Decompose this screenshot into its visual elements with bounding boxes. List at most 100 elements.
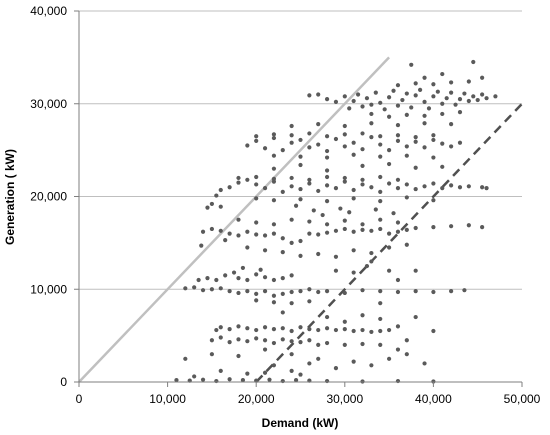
data-point — [320, 212, 325, 218]
data-point — [351, 140, 356, 145]
data-point — [227, 377, 232, 382]
data-point — [183, 356, 188, 361]
data-point — [254, 232, 259, 237]
y-tick-label: 40,000 — [30, 4, 67, 18]
data-point — [324, 148, 330, 154]
data-point — [351, 270, 356, 275]
data-point — [271, 277, 277, 283]
data-point — [440, 141, 445, 146]
data-point — [360, 131, 365, 136]
x-tick-label: 30,000 — [326, 392, 363, 406]
data-point — [480, 75, 485, 80]
data-point — [324, 97, 330, 102]
data-point — [333, 136, 339, 142]
data-point — [484, 96, 489, 101]
data-point — [435, 89, 440, 94]
data-point — [254, 298, 259, 303]
data-point — [209, 352, 214, 357]
data-point — [298, 197, 303, 202]
data-point — [298, 253, 303, 258]
x-tick-label: 40,000 — [415, 392, 452, 406]
data-point — [245, 289, 250, 294]
data-point — [360, 227, 365, 232]
data-point — [387, 95, 392, 100]
data-point — [280, 310, 285, 315]
data-point — [413, 139, 418, 144]
data-point — [404, 112, 409, 117]
data-point — [395, 138, 401, 143]
data-point — [360, 163, 365, 168]
data-point — [289, 368, 294, 373]
data-point — [413, 135, 418, 140]
data-point — [218, 286, 223, 291]
data-point — [324, 183, 330, 188]
data-point — [316, 342, 321, 347]
data-point — [324, 222, 330, 227]
data-point — [378, 301, 383, 306]
data-point — [280, 236, 285, 241]
data-point — [351, 359, 356, 364]
data-point — [413, 268, 418, 273]
data-point — [289, 175, 294, 181]
data-point — [378, 289, 383, 294]
data-point — [192, 285, 197, 290]
data-point — [316, 232, 321, 237]
data-point — [262, 325, 268, 330]
data-point — [271, 300, 277, 305]
data-point — [298, 186, 303, 192]
data-point — [245, 177, 250, 182]
data-point — [449, 80, 454, 85]
data-point — [378, 174, 383, 180]
data-point — [360, 313, 365, 318]
data-point — [387, 148, 392, 153]
data-point — [271, 166, 277, 171]
data-point — [271, 176, 277, 181]
data-point — [293, 378, 299, 383]
data-point — [440, 71, 445, 77]
data-point — [404, 227, 409, 232]
data-point — [254, 134, 259, 139]
data-point — [444, 96, 449, 101]
data-point — [236, 233, 241, 238]
data-point — [214, 327, 219, 333]
data-point — [316, 251, 321, 257]
data-point — [183, 286, 188, 291]
data-point — [298, 340, 303, 345]
data-point — [426, 106, 432, 111]
data-point — [289, 352, 294, 357]
data-point — [395, 177, 401, 182]
data-point — [254, 196, 259, 201]
data-point — [378, 328, 383, 334]
data-point — [347, 106, 352, 111]
data-point — [254, 336, 259, 341]
data-point — [378, 316, 383, 322]
data-point — [342, 94, 347, 99]
data-point — [227, 231, 232, 236]
data-point — [236, 324, 241, 329]
data-point — [209, 338, 214, 343]
data-point — [333, 254, 339, 259]
data-point — [316, 327, 321, 333]
data-point — [218, 335, 223, 340]
data-point — [262, 338, 268, 343]
data-point — [254, 174, 259, 180]
data-point — [378, 217, 383, 222]
data-point — [307, 131, 312, 136]
data-point — [271, 153, 277, 158]
data-point — [196, 277, 201, 283]
data-point — [449, 122, 454, 127]
data-point — [355, 92, 361, 97]
data-point — [342, 123, 347, 129]
data-point — [324, 289, 330, 294]
data-point — [391, 88, 396, 93]
x-tick-labels: 0 10,000 20,000 30,000 40,000 50,000 — [76, 392, 541, 406]
data-point — [209, 226, 214, 232]
data-point — [378, 342, 383, 347]
data-point — [236, 353, 241, 359]
data-point — [387, 231, 392, 236]
data-point — [271, 135, 277, 141]
data-point — [493, 94, 498, 99]
data-point — [369, 259, 374, 264]
data-point — [342, 218, 347, 223]
